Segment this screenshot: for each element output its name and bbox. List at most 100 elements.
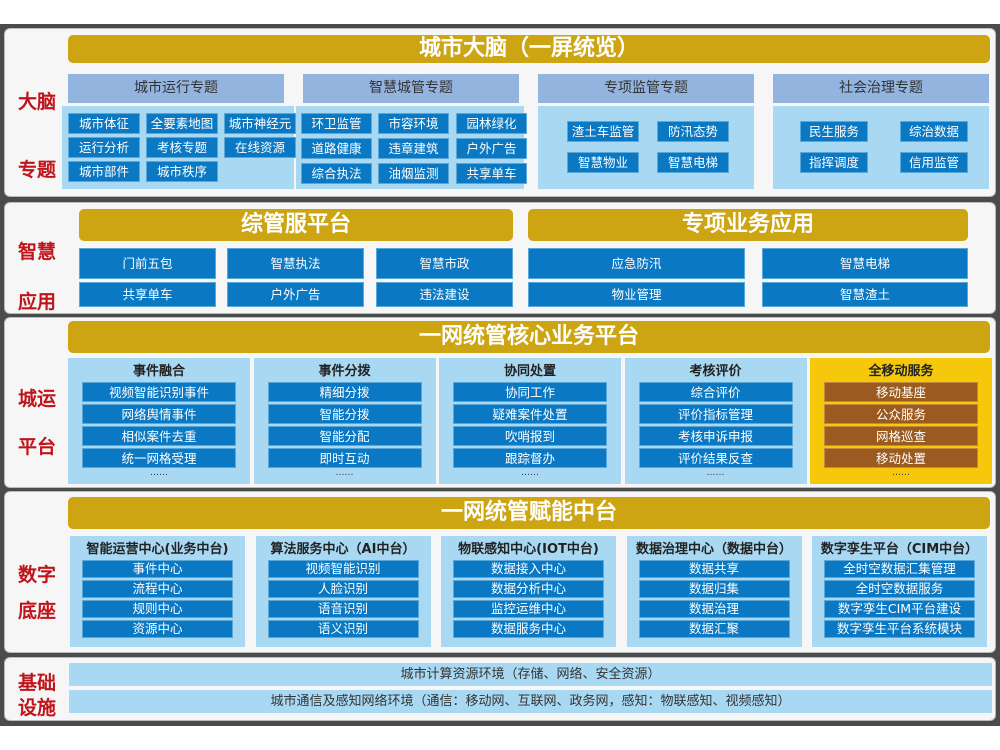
app-item[interactable]: 共享单车 [79, 282, 216, 307]
more-dots: …… [706, 468, 725, 478]
topic-item[interactable]: 环卫监管 [301, 113, 372, 134]
topic-item[interactable]: 城市体征 [68, 113, 140, 134]
platform-item[interactable]: 疑难案件处置 [453, 404, 607, 424]
topic-item[interactable]: 智慧电梯 [657, 152, 729, 173]
app-item[interactable]: 智慧市政 [376, 248, 513, 279]
topic-item[interactable]: 共享单车 [456, 163, 527, 184]
side-label: 平台 [17, 436, 56, 458]
platform-item[interactable]: 视频智能识别事件 [82, 382, 236, 402]
base-item[interactable]: 数据共享 [638, 560, 790, 578]
platform-column: 事件融合 视频智能识别事件 网络舆情事件 相似案件去重 统一网格受理…… [68, 358, 250, 484]
base-item[interactable]: 全时空数据汇集管理 [824, 560, 975, 578]
topic-item[interactable]: 民生服务 [800, 121, 868, 142]
side-label: 城运 [17, 388, 56, 410]
more-dots: …… [150, 468, 168, 478]
platform-item[interactable]: 评价指标管理 [638, 404, 793, 424]
base-item[interactable]: 数字孪生平台系统模块 [824, 620, 975, 638]
topic-item[interactable]: 信用监管 [900, 152, 968, 173]
side-label: 智慧 [17, 241, 56, 263]
app-item[interactable]: 违法建设 [376, 282, 513, 307]
platform-column: 考核评价 综合评价 评价指标管理 考核申诉申报 评价结果反查…… [624, 358, 807, 484]
base-item[interactable]: 数据分析中心 [453, 580, 604, 598]
platform-item[interactable]: 协同工作 [453, 382, 607, 402]
base-item[interactable]: 语音识别 [267, 600, 419, 618]
topic-item[interactable]: 道路健康 [301, 138, 372, 159]
app-item[interactable]: 应急防汛 [528, 248, 745, 279]
more-dots: …… [335, 468, 354, 478]
topic-item[interactable]: 防汛态势 [657, 121, 729, 142]
topic-item[interactable]: 违章建筑 [378, 138, 449, 159]
topic-item[interactable]: 渣土车监管 [567, 121, 639, 142]
column-title: 全移动服务 [868, 364, 934, 379]
base-item[interactable]: 事件中心 [82, 560, 233, 578]
topic-item[interactable]: 综合执法 [301, 163, 372, 184]
topic-item[interactable]: 指挥调度 [800, 152, 868, 173]
platform-item[interactable]: 统一网格受理 [82, 448, 236, 468]
platform-item[interactable]: 智能分拨 [267, 404, 422, 424]
platform-item[interactable]: 评价结果反查 [638, 448, 793, 468]
app-item[interactable]: 户外广告 [227, 282, 364, 307]
base-item[interactable]: 数据治理 [638, 600, 790, 618]
platform-item[interactable]: 精细分拨 [267, 382, 422, 402]
app-item[interactable]: 门前五包 [79, 248, 216, 279]
base-item[interactable]: 视频智能识别 [267, 560, 419, 578]
platform-item[interactable]: 智能分配 [267, 426, 422, 446]
base-item[interactable]: 语义识别 [267, 620, 419, 638]
platform-item[interactable]: 相似案件去重 [82, 426, 236, 446]
platform-panel: 城运平台 一网统管核心业务平台 事件融合 视频智能识别事件 网络舆情事件 相似案件去重… [4, 317, 996, 488]
topic-item[interactable]: 城市部件 [68, 161, 140, 182]
side-label: 设施 [17, 697, 56, 719]
base-item[interactable]: 人脸识别 [267, 580, 419, 598]
topic-item[interactable]: 运行分析 [68, 137, 140, 158]
base-item[interactable]: 数据汇聚 [638, 620, 790, 638]
topic-item[interactable]: 全要素地图 [146, 113, 218, 134]
base-item[interactable]: 监控运维中心 [453, 600, 604, 618]
group-body [538, 106, 754, 189]
group-header: 城市运行专题 [68, 74, 284, 103]
base-item[interactable]: 规则中心 [82, 600, 233, 618]
apps-panel: 智慧 应用 综管服平台 专项业务应用 门前五包 智慧执法 智慧市政 共享单车 户外广告 违法… [4, 202, 996, 314]
platform-item[interactable]: 公众服务 [824, 404, 978, 424]
topic-item[interactable]: 考核专题 [146, 137, 218, 158]
side-label: 基础 [17, 672, 56, 694]
base-item[interactable]: 资源中心 [82, 620, 233, 638]
platform-item[interactable]: 考核申诉申报 [638, 426, 793, 446]
base-item[interactable]: 流程中心 [82, 580, 233, 598]
column-title: 物联感知中心(IOT中台) [458, 542, 599, 557]
side-label: 数字 [17, 564, 56, 586]
topic-item[interactable]: 油烟监测 [378, 163, 449, 184]
topic-item[interactable]: 在线资源 [224, 137, 296, 158]
app-item[interactable]: 智慧电梯 [762, 248, 968, 279]
app-item[interactable]: 智慧执法 [227, 248, 364, 279]
platform-item[interactable]: 移动处置 [824, 448, 978, 468]
platform-item[interactable]: 即时互动 [267, 448, 422, 468]
app-item[interactable]: 物业管理 [528, 282, 745, 307]
infra-compute-row: 城市计算资源环境（存储、网络、安全资源） [69, 663, 992, 686]
base-item[interactable]: 数据接入中心 [453, 560, 604, 578]
platform-item[interactable]: 移动基座 [824, 382, 978, 402]
platform-item[interactable]: 综合评价 [638, 382, 793, 402]
base-title: 一网统管赋能中台 [68, 497, 990, 529]
platform-item[interactable]: 吹哨报到 [453, 426, 607, 446]
topic-item[interactable]: 市容环境 [378, 113, 449, 134]
platform-item[interactable]: 网格巡查 [824, 426, 978, 446]
topic-item[interactable]: 智慧物业 [567, 152, 639, 173]
base-item[interactable]: 全时空数据服务 [824, 580, 975, 598]
column-title: 协同处置 [503, 364, 556, 379]
topic-item[interactable]: 户外广告 [456, 138, 527, 159]
platform-item[interactable]: 跟踪督办 [453, 448, 607, 468]
topic-item[interactable]: 园林绿化 [456, 113, 527, 134]
group-header: 智慧城管专题 [303, 74, 519, 103]
side-label: 底座 [17, 600, 56, 622]
platform-title: 一网统管核心业务平台 [68, 321, 990, 353]
platform-item[interactable]: 网络舆情事件 [82, 404, 236, 424]
app-item[interactable]: 智慧渣土 [762, 282, 968, 307]
topic-item[interactable]: 城市秩序 [146, 161, 218, 182]
topic-item[interactable]: 综治数据 [900, 121, 968, 142]
base-item[interactable]: 数据服务中心 [453, 620, 604, 638]
platform-column: 事件分拨 精细分拨 智能分拨 智能分配 即时互动…… [253, 358, 436, 484]
infra-network-row: 城市通信及感知网络环境（通信：移动网、互联网、政务网，感知：物联感知、视频感知） [69, 690, 992, 713]
base-item[interactable]: 数据归集 [638, 580, 790, 598]
topic-item[interactable]: 城市神经元 [224, 113, 296, 134]
base-item[interactable]: 数字孪生CIM平台建设 [824, 600, 975, 618]
